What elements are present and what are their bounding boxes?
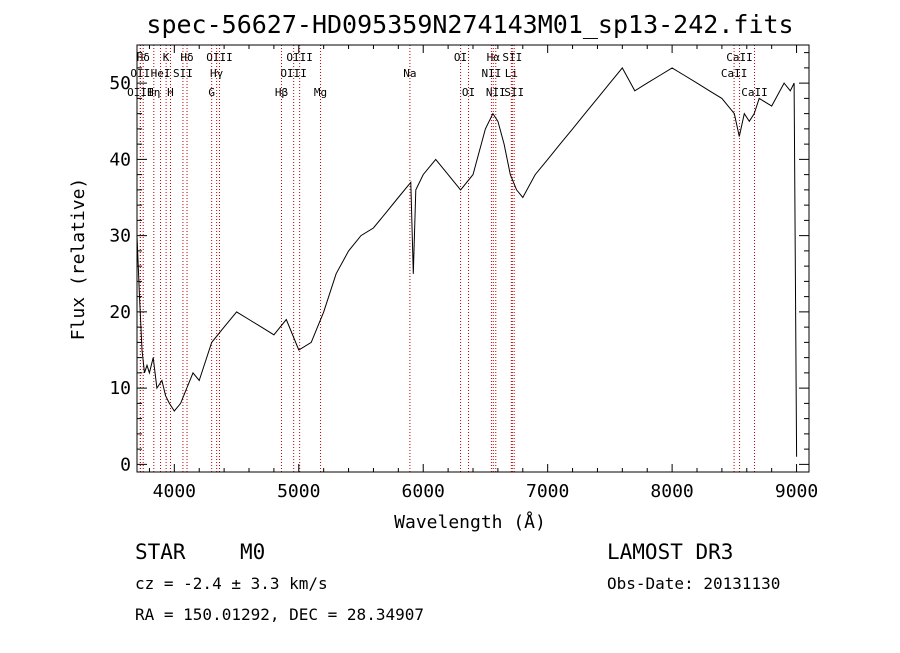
y-tick-label: 0	[120, 454, 131, 475]
marker-label: Mg	[314, 86, 327, 99]
marker-label: OIII	[127, 86, 154, 99]
marker-label: SII	[504, 86, 524, 99]
marker-label: OIII	[206, 51, 233, 64]
marker-label: OIII	[280, 67, 307, 80]
marker-label: K	[163, 51, 170, 64]
x-axis-label: Wavelength (Å)	[394, 511, 546, 533]
marker-label: CaII	[726, 51, 753, 64]
x-tick-label: 4000	[153, 481, 196, 502]
marker-label: NII	[486, 86, 506, 99]
marker-label: Hα	[487, 51, 501, 64]
x-tick-label: 6000	[402, 481, 445, 502]
axes: 4000 5000 6000 7000 8000 9000 0 10 20 30 40 50	[109, 45, 818, 502]
marker-label: CaII	[721, 67, 748, 80]
object-subclass: M0	[240, 540, 266, 564]
redshift-velocity: cz = -2.4 ± 3.3 km/s	[135, 574, 328, 593]
x-tick-label: 7000	[526, 481, 569, 502]
marker-label: SII	[502, 51, 522, 64]
plot-frame	[136, 44, 810, 473]
survey-name: LAMOST DR3	[607, 540, 734, 564]
marker-label: OII	[130, 67, 150, 80]
marker-label: CaII	[741, 86, 768, 99]
marker-label: Hβ	[275, 86, 289, 99]
marker-label: Hγ	[210, 67, 224, 80]
marker-label: OIII	[286, 51, 313, 64]
marker-label: Hδ	[180, 51, 193, 64]
chart-title: spec-56627-HD095359N274143M01_sp13-242.f…	[146, 10, 793, 39]
sky-coordinates: RA = 150.01292, DEC = 28.34907	[135, 605, 424, 624]
y-tick-label: 40	[109, 149, 131, 170]
marker-label: H	[167, 86, 174, 99]
x-tick-label: 9000	[775, 481, 818, 502]
marker-label: Na	[403, 67, 416, 80]
marker-label: G	[208, 86, 215, 99]
x-tick-label: 8000	[650, 481, 693, 502]
y-tick-label: 10	[109, 378, 131, 399]
y-axis-label: Flux (relative)	[68, 178, 89, 341]
y-tick-label: 30	[109, 226, 131, 247]
marker-label: Hη	[147, 86, 160, 99]
flux-series-line	[136, 67, 798, 457]
observation-date: Obs-Date: 20131130	[607, 574, 781, 593]
marker-label: SII	[173, 67, 193, 80]
object-class: STAR	[135, 540, 186, 564]
marker-label: HeI	[151, 67, 171, 80]
marker-label: OI	[462, 86, 475, 99]
marker-label: NII	[481, 67, 501, 80]
marker-label: Li	[505, 67, 518, 80]
marker-label: OI	[454, 51, 467, 64]
y-tick-label: 20	[109, 302, 131, 323]
x-tick-label: 5000	[277, 481, 320, 502]
y-tick-label: 50	[109, 73, 131, 94]
